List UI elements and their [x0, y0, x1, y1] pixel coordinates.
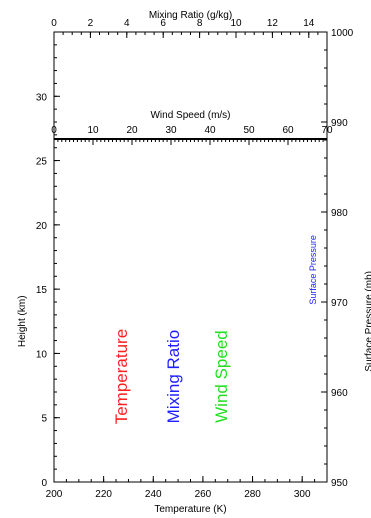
wind-speed-axis-label: Wind Speed (m/s)	[150, 110, 230, 121]
pressure-tick-label: 980	[331, 208, 348, 219]
mixing-ratio-tick-label: 4	[124, 18, 130, 29]
wind-speed-tick-label: 40	[204, 125, 216, 136]
temperature-tick-label: 200	[46, 489, 63, 500]
surface-pressure-annotation: Surface Pressure	[308, 235, 318, 305]
legend-mixing-ratio: Mixing Ratio	[164, 330, 183, 424]
legend-wind-speed: Wind Speed	[212, 330, 231, 423]
pressure-tick-label: 950	[331, 478, 348, 489]
lower-panel-frame	[53, 138, 328, 483]
wind-speed-tick-label: 30	[165, 125, 177, 136]
height-tick-label: 15	[36, 285, 48, 296]
wind-speed-tick-label: 50	[243, 125, 255, 136]
wind-speed-tick-label: 0	[51, 125, 57, 136]
height-tick-label: 10	[36, 349, 48, 360]
mixing-ratio-tick-label: 6	[160, 18, 166, 29]
temperature-tick-label: 240	[145, 489, 162, 500]
height-tick-label: 30	[36, 92, 48, 103]
temperature-tick-label: 280	[244, 489, 261, 500]
mixing-ratio-tick-label: 10	[230, 18, 242, 29]
mixing-ratio-tick-label: 0	[51, 18, 57, 29]
pressure-tick-label: 960	[331, 388, 348, 399]
pressure-axis-label: Surface Pressure (mb)	[364, 271, 371, 372]
height-tick-label: 20	[36, 221, 48, 232]
pressure-tick-label: 970	[331, 298, 348, 309]
wind-speed-tick-label: 20	[126, 125, 138, 136]
temperature-axis-label: Temperature (K)	[154, 504, 226, 515]
pressure-tick-label: 1000	[331, 28, 354, 39]
temperature-tick-label: 220	[95, 489, 112, 500]
mixing-ratio-axis-label: Mixing Ratio (g/kg)	[149, 10, 232, 21]
wind-speed-tick-label: 70	[321, 125, 333, 136]
mixing-ratio-tick-label: 8	[197, 18, 203, 29]
mixing-ratio-tick-label: 14	[303, 18, 315, 29]
temperature-tick-label: 260	[195, 489, 212, 500]
upper-panel-frame	[53, 31, 328, 140]
mixing-ratio-tick-label: 2	[88, 18, 94, 29]
height-axis-label: Height (km)	[17, 295, 28, 347]
pressure-tick-label: 990	[331, 118, 348, 129]
wind-speed-tick-label: 60	[282, 125, 294, 136]
mixing-ratio-tick-label: 12	[267, 18, 279, 29]
series-legend: Temperature Mixing Ratio Wind Speed Surface…	[112, 235, 318, 424]
wind-speed-tick-label: 10	[87, 125, 99, 136]
height-tick-label: 25	[36, 157, 48, 168]
height-tick-label: 5	[41, 414, 47, 425]
height-tick-label: 0	[41, 478, 47, 489]
temperature-tick-label: 300	[294, 489, 311, 500]
legend-temperature: Temperature	[112, 329, 131, 424]
